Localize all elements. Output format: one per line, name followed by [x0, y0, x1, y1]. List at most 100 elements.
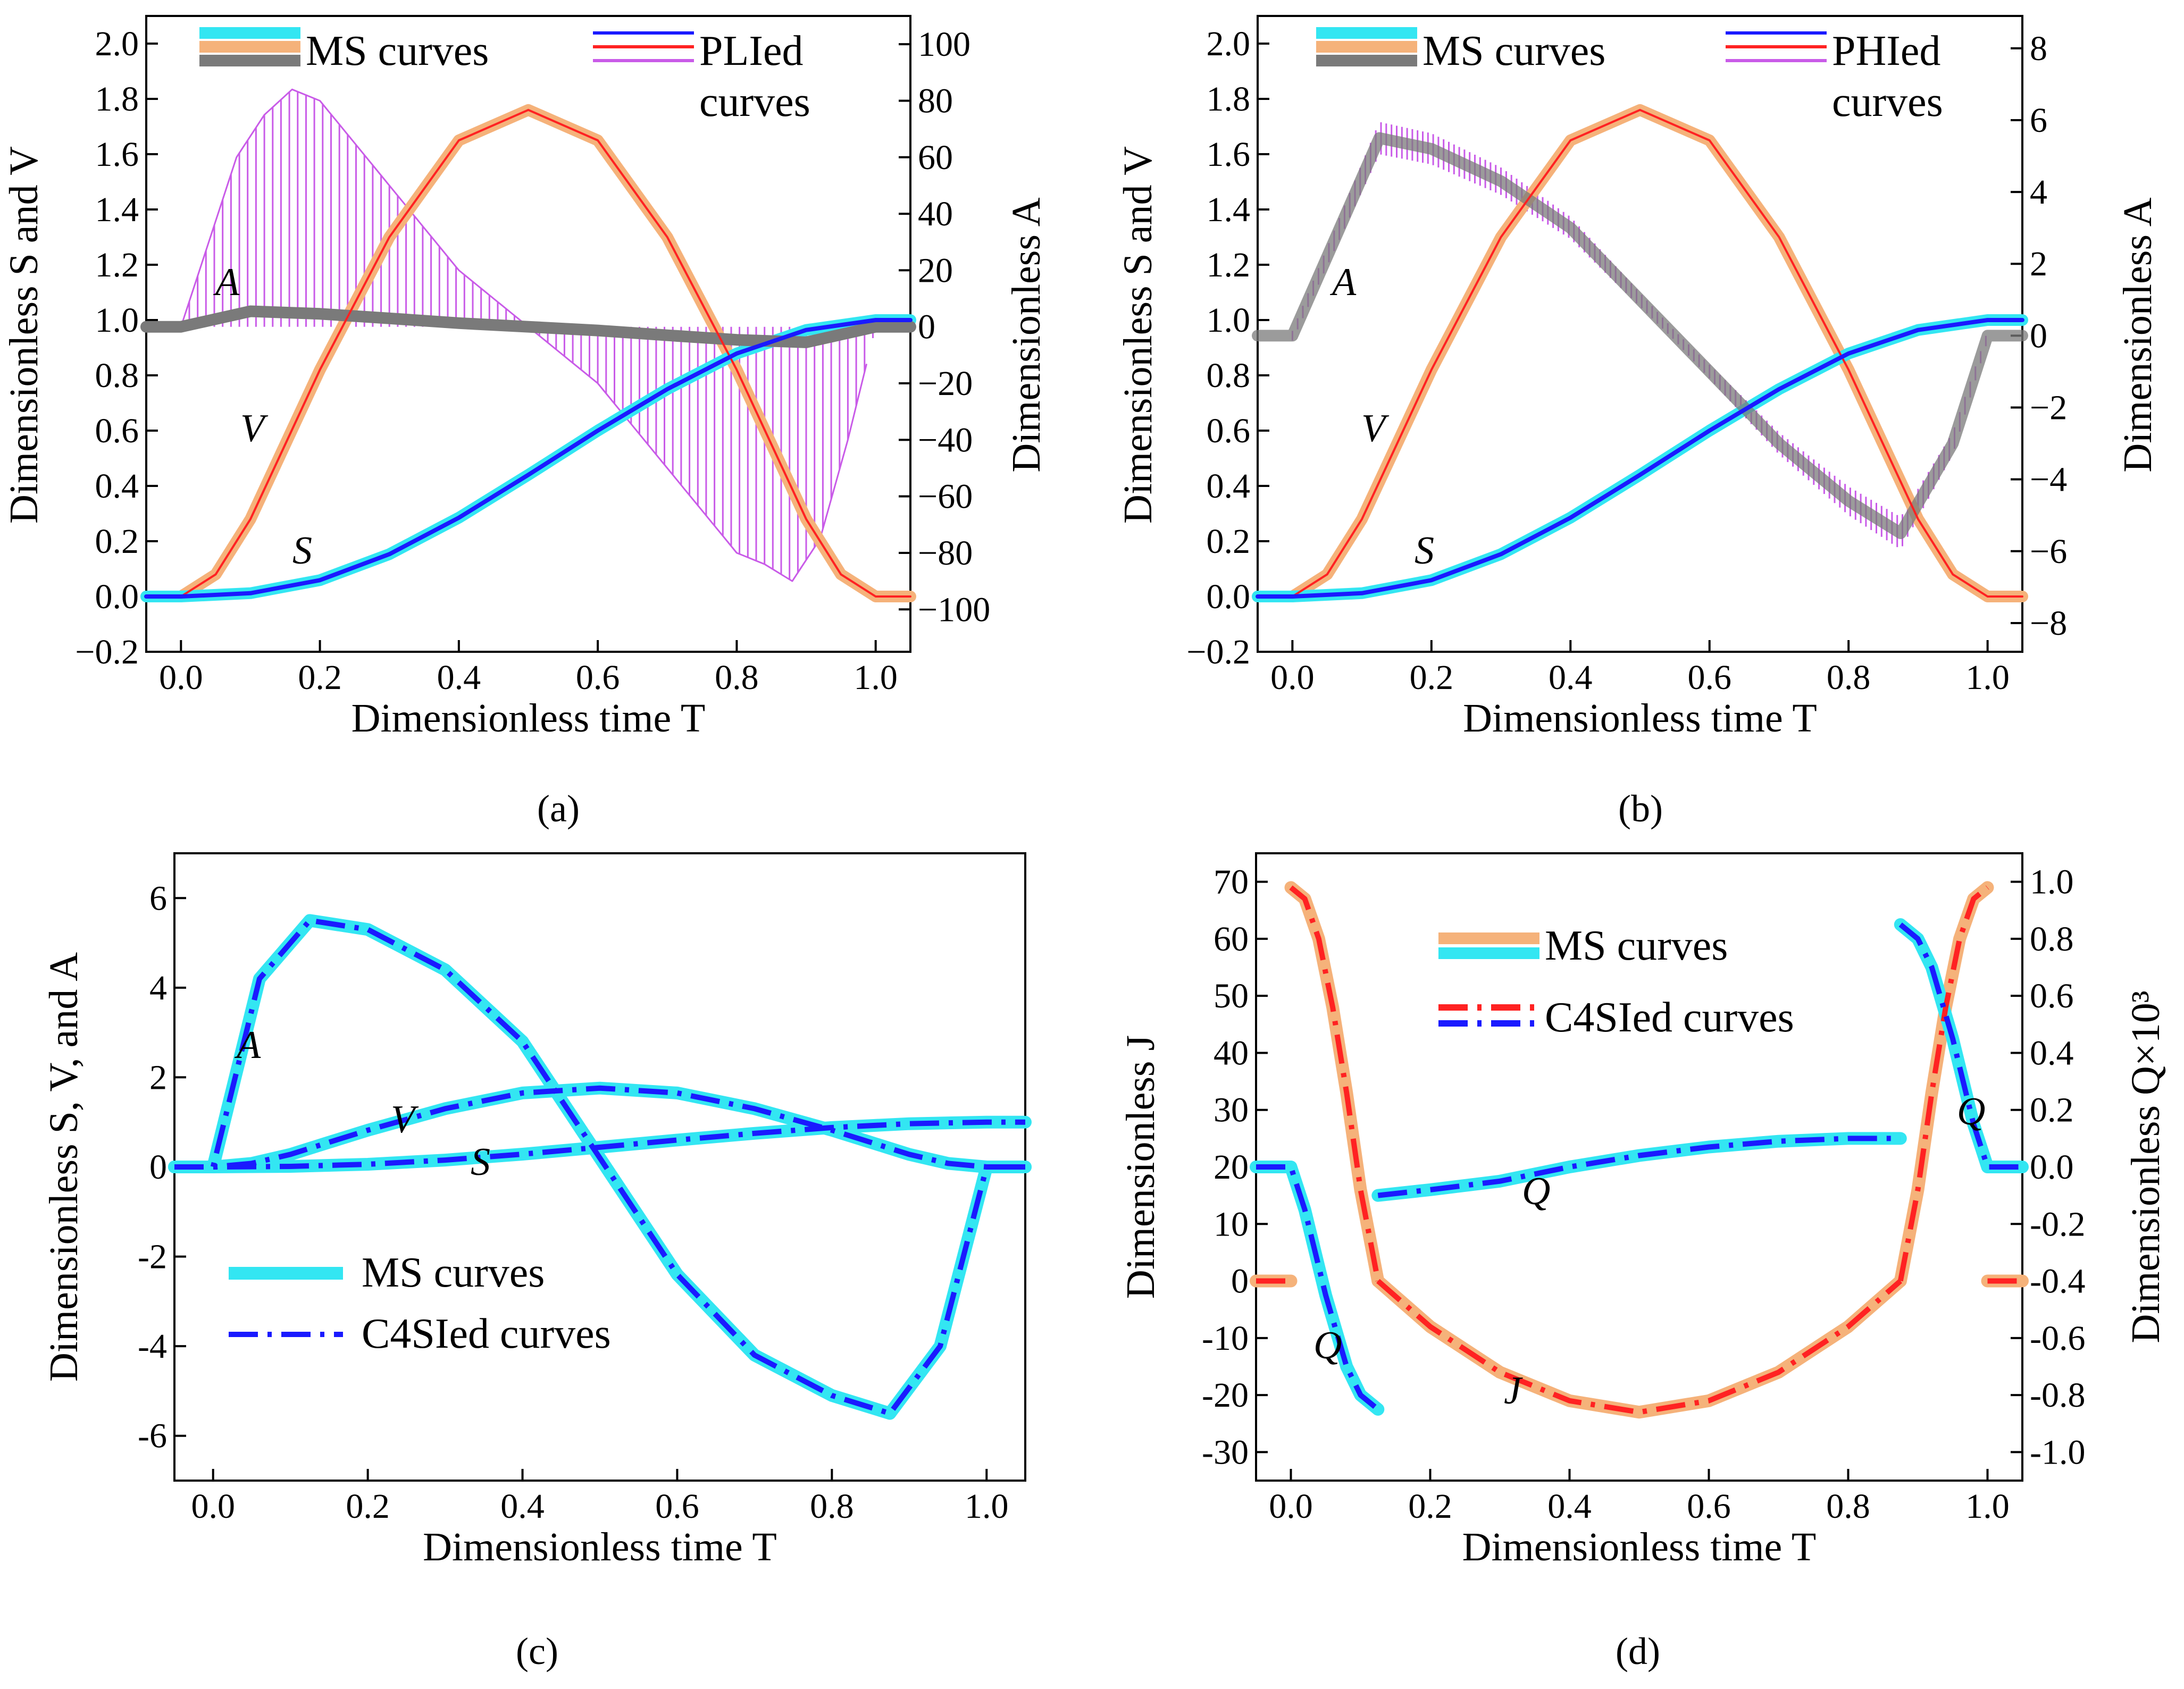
- a-ms-acceleration-curve: [140, 305, 916, 348]
- y-tick-label: 0.8: [95, 356, 139, 395]
- x-tick-label: 0.0: [1269, 1487, 1313, 1526]
- y-tick-label: -4: [138, 1327, 167, 1366]
- y-tick-label: -30: [1202, 1433, 1249, 1472]
- d-c4si-q-end-curve: [1898, 922, 2022, 1170]
- y-tick-label: 0.8: [1207, 356, 1251, 395]
- y-axis-label: Dimensionless J: [1118, 1035, 1163, 1299]
- d-c4si-q-middle-curve: [1377, 1136, 1901, 1198]
- x-axis-label: Dimensionless time T: [352, 696, 706, 741]
- x-tick-label: 0.0: [191, 1487, 235, 1526]
- y2-axis-label: Dimensionless A: [1004, 197, 1049, 472]
- y2-tick-label: 8: [2030, 29, 2047, 68]
- a-ms-displacement-curve: [140, 314, 916, 602]
- y-tick-label: 30: [1214, 1091, 1249, 1130]
- x-tick-label: 0.4: [437, 658, 481, 697]
- plot-frame: [145, 15, 911, 653]
- y-tick-label: 0.4: [95, 467, 139, 506]
- y2-tick-label: −40: [918, 421, 973, 459]
- y2-tick-label: 20: [918, 251, 953, 290]
- y-axis-label: Dimensionless S and V: [1116, 146, 1160, 524]
- label-J: J: [1504, 1369, 1523, 1413]
- y-axis-label: Dimensionless S and V: [2, 146, 46, 524]
- y-tick-label: 2: [149, 1058, 167, 1097]
- y-tick-label: 0: [149, 1148, 167, 1187]
- a-pli-displacement-curve: [144, 318, 913, 599]
- b-phi-displacement-curve: [1256, 318, 2024, 599]
- a-pli-acceleration-spikes: [188, 91, 874, 579]
- d-c4si-j-end-curve: [1897, 885, 1989, 1282]
- y2-tick-label: 0.4: [2030, 1033, 2074, 1072]
- y2-tick-label: 2: [2030, 245, 2047, 283]
- y2-tick-label: -0.8: [2030, 1376, 2085, 1415]
- x-tick-label: 0.0: [159, 658, 203, 697]
- y-tick-label: 0.0: [95, 577, 139, 616]
- legend-pli-label-line1: PLIed: [699, 28, 804, 74]
- b-ms-displacement-curve: [1252, 314, 2028, 602]
- y2-tick-label: 0: [2030, 316, 2047, 355]
- x-axis-label: Dimensionless time T: [1463, 696, 1817, 741]
- x-tick-label: 0.4: [500, 1487, 545, 1526]
- x-tick-label: 0.6: [576, 658, 620, 697]
- x-tick-label: 1.0: [853, 658, 898, 697]
- legend-phi-label-line2: curves: [1832, 79, 1943, 125]
- y-tick-label: 10: [1214, 1205, 1249, 1243]
- panel-caption: (b): [1618, 787, 1663, 830]
- panel-a: 0.0 0.2 0.4 0.6 0.8 1.0 −0.2 0.0 0.2 0.4 0.6 0.8 1.0…: [2, 15, 1049, 830]
- y-axis-label: Dimensionless S, V, and A: [41, 952, 86, 1382]
- panel-caption: (c): [516, 1630, 558, 1673]
- x-axis-label: Dimensionless time T: [423, 1525, 777, 1569]
- panel-d: 0.0 0.2 0.4 0.6 0.8 1.0 -30 -20 -10 0 10 20 30 40 50 60…: [1118, 852, 2168, 1673]
- y2-tick-label: -0.6: [2030, 1319, 2085, 1358]
- y-tick-label: 1.6: [1207, 135, 1251, 174]
- y-tick-label: 1.6: [95, 135, 139, 174]
- legend-ms-label: MS curves: [362, 1249, 545, 1296]
- y2-tick-label: 0.2: [2030, 1091, 2074, 1130]
- y-tick-label: 60: [1214, 920, 1249, 959]
- y2-tick-label: −8: [2030, 604, 2067, 643]
- y-tick-label: 0.6: [95, 411, 139, 450]
- label-S: S: [292, 529, 312, 573]
- y-tick-label: -10: [1202, 1319, 1249, 1358]
- c-c4si-v-curve: [174, 1085, 1025, 1170]
- panel-c: 0.0 0.2 0.4 0.6 0.8 1.0 -6 -4 -2 0 2 4 6 Dimensionles…: [41, 852, 1032, 1673]
- y2-tick-label: 6: [2030, 101, 2047, 140]
- x-tick-label: 0.0: [1270, 658, 1315, 697]
- y-tick-label: 0: [1231, 1262, 1249, 1301]
- panel-b: 0.0 0.2 0.4 0.6 0.8 1.0 −0.2 0.0 0.2 0.4 0.6 0.8 1.0…: [1116, 15, 2160, 830]
- y2-axis-label: Dimensionless Q×10³: [2123, 990, 2168, 1343]
- legend-ms-label: MS curves: [1545, 922, 1728, 969]
- y2-tick-label: 0.8: [2030, 920, 2074, 959]
- label-V: V: [1361, 407, 1390, 450]
- y-tick-label: -20: [1202, 1376, 1249, 1415]
- y-tick-label: 20: [1214, 1148, 1249, 1187]
- x-tick-label: 0.4: [1549, 658, 1593, 697]
- b-phi-acceleration-ripple: [1291, 122, 1987, 548]
- y-tick-label: 2.0: [1207, 24, 1251, 63]
- y2-tick-label: 80: [918, 81, 953, 120]
- a-pli-velocity-curve: [145, 108, 911, 598]
- y-tick-label: −0.2: [75, 633, 139, 671]
- y-tick-label: 2.0: [95, 24, 139, 63]
- x-tick-label: 0.8: [1827, 658, 1871, 697]
- y2-tick-label: −4: [2030, 460, 2067, 499]
- y2-tick-label: 60: [918, 138, 953, 177]
- y2-tick-label: −6: [2030, 532, 2067, 571]
- label-S: S: [1415, 529, 1434, 573]
- y2-tick-label: 4: [2030, 173, 2047, 212]
- y-tick-label: 50: [1214, 977, 1249, 1015]
- panel-caption: (d): [1616, 1630, 1660, 1673]
- y-tick-label: 1.4: [95, 190, 139, 229]
- y2-tick-label: 0.6: [2030, 977, 2074, 1015]
- x-tick-label: 0.2: [298, 658, 342, 697]
- y2-tick-label: 1.0: [2030, 863, 2074, 902]
- y2-tick-label: 0: [918, 308, 935, 347]
- legend-phi-label-line1: PHIed: [1832, 28, 1940, 74]
- y-tick-label: 0.6: [1207, 411, 1251, 450]
- label-A: A: [1329, 261, 1357, 304]
- y-tick-label: 1.0: [1207, 301, 1251, 340]
- y2-tick-label: -1.0: [2030, 1433, 2085, 1472]
- x-tick-label: 0.8: [810, 1487, 854, 1526]
- x-tick-label: 0.2: [346, 1487, 390, 1526]
- y2-tick-label: −100: [918, 590, 990, 629]
